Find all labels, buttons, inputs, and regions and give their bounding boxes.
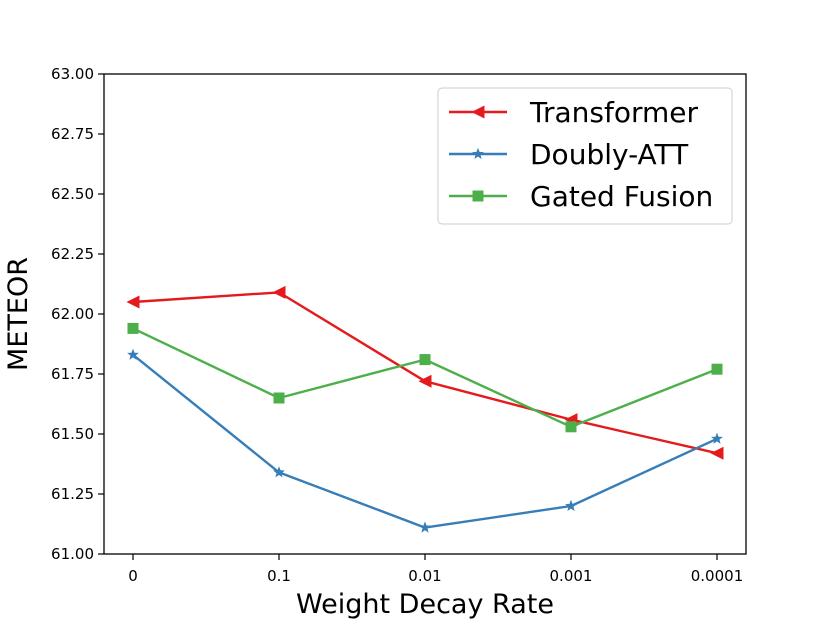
legend-marker — [471, 105, 485, 119]
data-point — [273, 392, 285, 404]
y-tick-label: 62.00 — [51, 305, 94, 323]
x-tick-label: 0.001 — [550, 567, 593, 585]
data-point — [126, 295, 140, 309]
data-point — [710, 446, 724, 460]
series-transformer — [126, 285, 724, 460]
plot-area — [126, 285, 724, 533]
y-axis-label: METEOR — [3, 257, 34, 371]
legend-entry: Transformer — [449, 96, 699, 129]
x-axis-label: Weight Decay Rate — [296, 589, 554, 620]
legend-label: Gated Fusion — [530, 180, 713, 213]
x-tick-label: 0.0001 — [691, 567, 744, 585]
legend-label: Doubly-ATT — [530, 138, 689, 171]
series-line — [132, 327, 718, 428]
legend-marker — [472, 190, 484, 202]
data-point — [419, 354, 431, 366]
data-point — [711, 432, 723, 444]
y-tick-label: 62.50 — [51, 185, 94, 203]
data-point — [127, 348, 139, 360]
data-point — [272, 285, 286, 299]
x-tick-label: 0 — [128, 567, 138, 585]
data-point — [419, 521, 431, 533]
data-point — [273, 466, 285, 478]
y-axis: 61.00 61.25 61.50 61.75 62.00 62.25 62.50 62.75… — [51, 65, 104, 563]
legend: Transformer Doubly-ATT Gated Fusion — [437, 87, 733, 225]
y-tick-label: 61.50 — [51, 425, 94, 443]
y-tick-label: 61.00 — [51, 545, 94, 563]
legend-entry: Doubly-ATT — [449, 138, 689, 171]
legend-entry: Gated Fusion — [449, 180, 713, 213]
legend-box — [437, 87, 733, 225]
data-point — [565, 499, 577, 512]
data-point — [127, 322, 139, 334]
series-doubly-att — [127, 348, 723, 533]
data-point — [565, 421, 577, 433]
y-tick-label: 61.25 — [51, 485, 94, 503]
series-gated-fusion — [127, 322, 723, 433]
y-tick-label: 61.75 — [51, 365, 94, 383]
legend-marker — [472, 147, 484, 160]
data-point — [418, 374, 432, 388]
x-tick-label: 0.1 — [267, 567, 291, 585]
legend-label: Transformer — [529, 96, 699, 129]
y-tick-label: 62.75 — [51, 125, 94, 143]
x-axis: 0 0.1 0.01 0.001 0.0001 — [128, 554, 743, 585]
y-tick-label: 63.00 — [51, 65, 94, 83]
series-line — [132, 291, 718, 455]
y-tick-label: 62.25 — [51, 245, 94, 263]
data-point — [711, 363, 723, 375]
x-tick-label: 0.01 — [408, 567, 441, 585]
